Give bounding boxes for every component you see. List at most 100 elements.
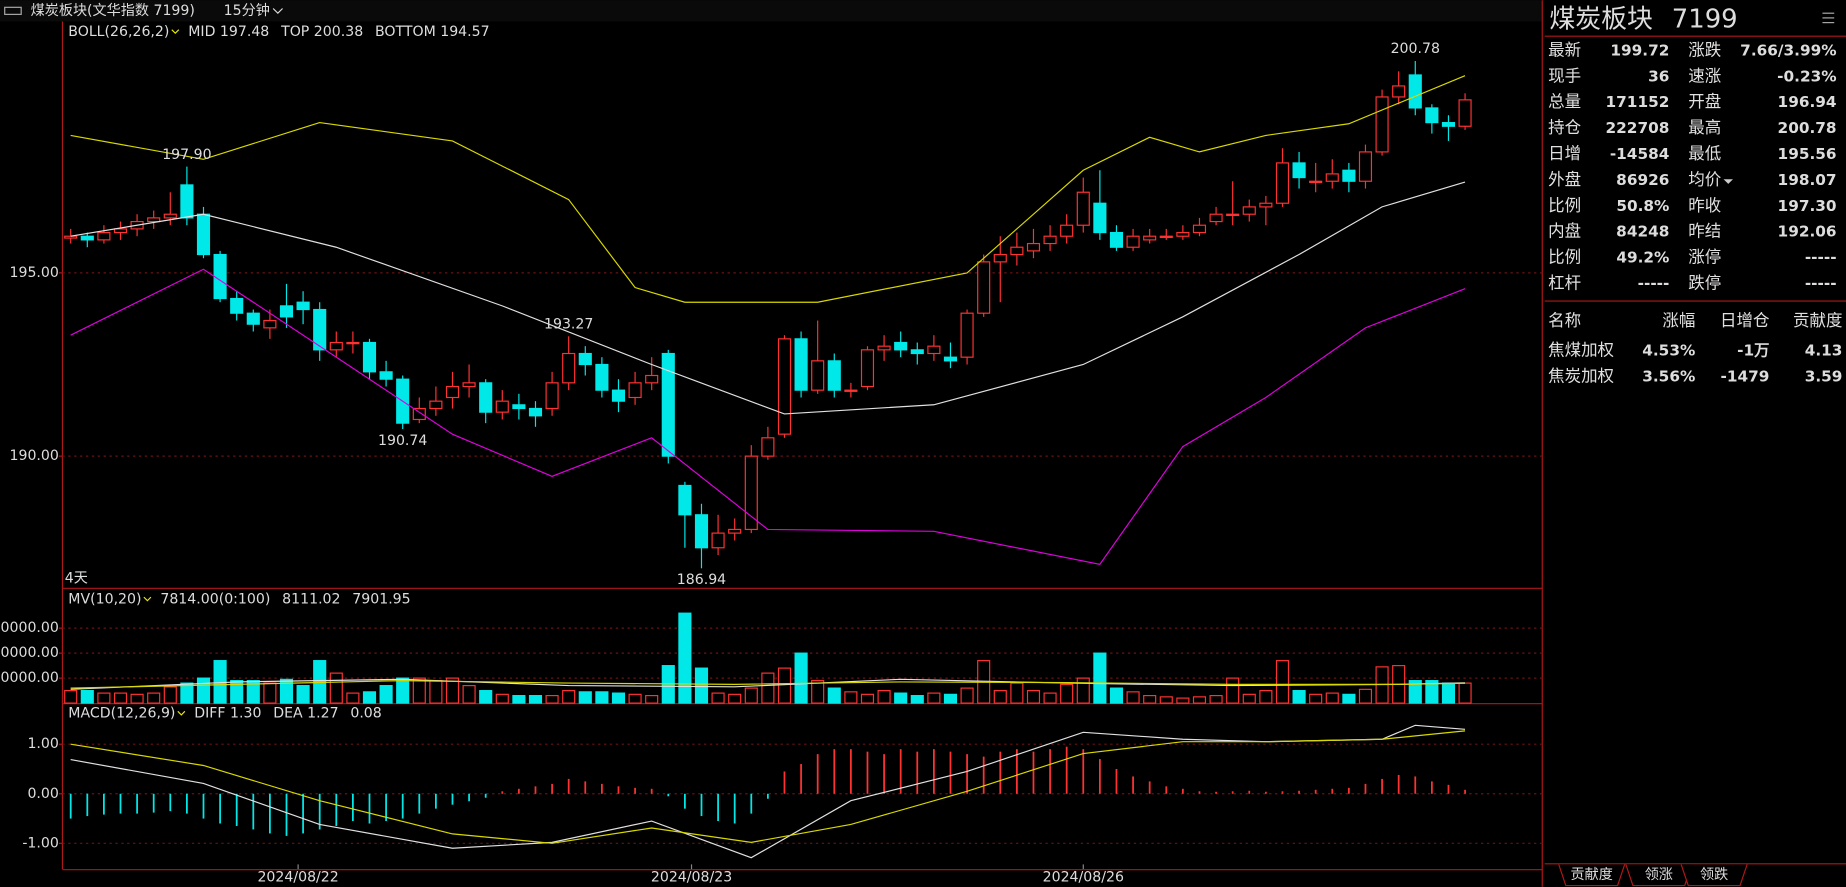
volume-bar [761,672,775,704]
candle-body [860,349,875,388]
volume-bar [993,690,1007,704]
candle-body [1309,180,1323,184]
volume-bar [860,693,875,704]
y-tick-label: -1.00 [22,835,59,851]
table-cell[interactable]: 焦煤加权 [1548,341,1614,360]
candle-body [811,360,825,391]
quote-value: 199.72 [1610,41,1669,59]
candle-body [495,400,509,413]
quote-value: ----- [1805,249,1837,267]
quote-code: 7199 [1672,5,1738,35]
candle-body [1043,235,1057,245]
volume-bar [445,677,460,704]
volume-bar [163,686,177,704]
volume-bar [794,652,808,704]
volume-bar [728,693,742,704]
indicator-name[interactable]: MACD(12,26,9) [68,706,175,722]
volume-bar [1292,690,1306,704]
indicator-readout: TOP 200.38 [280,24,363,40]
quote-value: 49.2% [1616,249,1669,267]
dropdown-arrow [143,596,152,602]
volume-bar [645,695,659,704]
table-cell[interactable]: 焦炭加权 [1548,366,1614,385]
quote-label: 涨跌 [1688,40,1721,59]
sort-arrow [1723,179,1733,184]
volume-bar [379,685,393,704]
quote-label: 持仓 [1548,118,1581,137]
volume-bar [528,695,543,704]
candle-body [1358,151,1373,182]
volume-bar [512,695,526,704]
volume-bar [562,690,576,704]
quote-label: 开盘 [1688,92,1721,111]
volume-bar [1043,692,1057,704]
y-tick-label: 190.00 [9,448,58,464]
volume-bar [711,692,725,704]
tab-label[interactable]: 贡献度 [1571,867,1613,883]
volume-bar [1458,682,1472,704]
quote-label: 最新 [1548,40,1581,59]
volume-bar [1176,697,1190,704]
tab-label[interactable]: 领跌 [1700,867,1728,883]
table-cell: 4.53% [1642,342,1695,360]
volume-bar [1325,692,1339,704]
volume-bar [595,691,609,704]
quote-value: -0.23% [1777,67,1836,85]
quote-label: 杠杆 [1548,273,1581,292]
quote-title: 煤炭板块 [1549,5,1653,35]
table-cell: 4.13 [1805,342,1843,360]
candle-body [927,345,941,355]
candle-body [180,184,194,219]
candle-body [213,253,227,300]
tab-label[interactable]: 领涨 [1645,867,1673,883]
candle-body [578,352,592,366]
candle-body [429,400,443,410]
indicator-readout: MID 197.48 [188,24,269,40]
volume-bar [678,612,692,704]
dropdown-arrow [177,710,186,716]
menu-icon[interactable] [1822,12,1835,24]
indicator-name[interactable]: MV(10,20) [68,591,141,607]
volume-bar [429,680,443,704]
volume-bar [1425,680,1439,704]
candle-body [1126,235,1140,248]
window-title[interactable]: 煤炭板块(文华指数 7199) [31,3,195,19]
volume-bar [744,687,758,704]
candle-body [910,349,924,355]
candle-body [528,407,543,417]
quote-value: ----- [1805,274,1837,292]
candle-body [1425,107,1439,124]
quote-value: 196.94 [1778,93,1837,111]
volume-bar [1209,695,1223,704]
indicator-readout: DIFF 1.30 [194,706,261,722]
y-tick-label: 1.00 [27,736,58,752]
tab[interactable] [1558,864,1626,887]
volume-bar [213,660,227,704]
candle-body [1192,224,1207,234]
quote-label: 涨停 [1688,248,1721,267]
volume-bar [545,695,559,704]
candle-body [728,528,742,534]
candle-body [1441,122,1456,127]
candle-body [1093,202,1107,234]
volume-bar [97,692,111,704]
volume-bar [1010,682,1024,704]
indicator-name[interactable]: BOLL(26,26,2) [68,24,169,40]
tab[interactable] [1680,864,1748,887]
indicator-readout: 7814.00(0:100) [160,591,270,607]
candle-body [1259,202,1273,208]
candle-body [1026,242,1041,252]
period-selector[interactable]: 15分钟 [224,2,270,19]
volume-bar [64,690,78,704]
candle-body [960,312,974,358]
candle-body [346,341,360,345]
candle-body [313,308,327,351]
volume-bar [1242,693,1256,704]
candle-body [1275,162,1290,204]
quote-value: 50.8% [1616,197,1669,215]
quote-value: 222708 [1606,119,1670,137]
quote-label: 昨收 [1688,196,1721,215]
